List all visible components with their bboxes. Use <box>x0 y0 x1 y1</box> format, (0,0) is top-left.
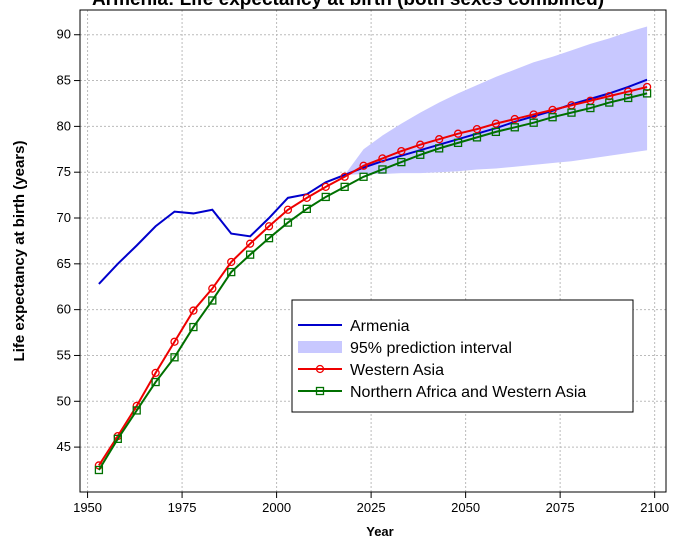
marker <box>416 140 425 149</box>
marker <box>378 154 387 163</box>
marker <box>245 250 255 259</box>
x-axis-label: Year <box>366 524 393 539</box>
marker <box>264 234 274 243</box>
marker <box>491 119 501 128</box>
marker <box>170 337 179 346</box>
marker <box>529 118 538 127</box>
y-tick-label: 65 <box>57 256 71 271</box>
marker <box>302 204 311 213</box>
legend-label: 95% prediction interval <box>350 340 512 357</box>
legend-box <box>291 299 634 413</box>
marker <box>416 150 425 159</box>
legend-marker <box>315 364 325 374</box>
marker <box>453 129 463 138</box>
marker <box>529 110 538 119</box>
marker <box>586 103 595 113</box>
marker <box>283 218 293 227</box>
marker <box>435 135 444 144</box>
marker <box>472 133 482 142</box>
marker <box>227 267 236 277</box>
y-tick-label: 70 <box>57 210 71 225</box>
x-tick-label: 1975 <box>168 500 197 515</box>
marker <box>208 296 217 305</box>
plot-frame <box>79 9 667 493</box>
marker <box>642 89 652 98</box>
marker <box>359 172 368 181</box>
marker <box>208 284 217 293</box>
y-tick-label: 45 <box>57 439 71 454</box>
marker <box>264 222 274 231</box>
marker <box>397 157 406 167</box>
marker <box>397 146 406 156</box>
y-tick-label: 75 <box>57 164 71 179</box>
marker <box>453 138 463 148</box>
marker <box>624 93 633 103</box>
marker <box>567 108 576 117</box>
marker <box>245 239 255 248</box>
marker <box>151 368 160 378</box>
legend-label: Northern Africa and Western Asia <box>350 384 586 401</box>
marker <box>359 161 368 170</box>
marker <box>340 182 349 192</box>
marker <box>340 172 349 181</box>
legend-swatch <box>298 341 342 353</box>
y-tick-label: 55 <box>57 347 71 362</box>
marker <box>321 192 330 202</box>
marker <box>132 406 141 415</box>
y-axis-label: Life expectancy at birth (years) <box>11 141 28 362</box>
marker <box>548 113 557 122</box>
chart-title: Armenia: Life expectancy at birth (both … <box>92 0 604 10</box>
marker <box>151 377 160 387</box>
y-tick-label: 60 <box>57 302 71 317</box>
x-tick-label: 2075 <box>546 500 575 515</box>
marker <box>227 257 236 267</box>
marker <box>510 114 519 124</box>
marker <box>189 322 198 332</box>
legend-marker <box>315 386 325 396</box>
x-tick-label: 2100 <box>640 500 669 515</box>
x-tick-label: 2000 <box>262 500 291 515</box>
marker <box>378 165 387 174</box>
y-tick-label: 80 <box>57 118 71 133</box>
x-tick-label: 1950 <box>73 500 102 515</box>
marker <box>170 353 179 362</box>
y-tick-label: 90 <box>57 27 71 42</box>
marker <box>113 434 122 444</box>
marker <box>491 127 501 137</box>
marker <box>321 182 330 192</box>
prediction-band <box>344 26 648 175</box>
legend-label: Armenia <box>350 318 410 335</box>
x-tick-label: 2025 <box>357 500 386 515</box>
legend: Armenia 95% prediction interval Western As… <box>291 299 634 413</box>
marker <box>302 193 311 203</box>
marker <box>510 123 519 132</box>
legend-label: Western Asia <box>350 362 444 379</box>
y-tick-label: 85 <box>57 73 71 88</box>
marker <box>283 205 293 214</box>
marker <box>94 465 104 475</box>
x-tick-label: 2050 <box>451 500 480 515</box>
marker <box>472 124 482 134</box>
marker <box>435 144 444 153</box>
y-tick-label: 50 <box>57 393 71 408</box>
marker <box>189 306 198 315</box>
marker <box>605 98 614 107</box>
